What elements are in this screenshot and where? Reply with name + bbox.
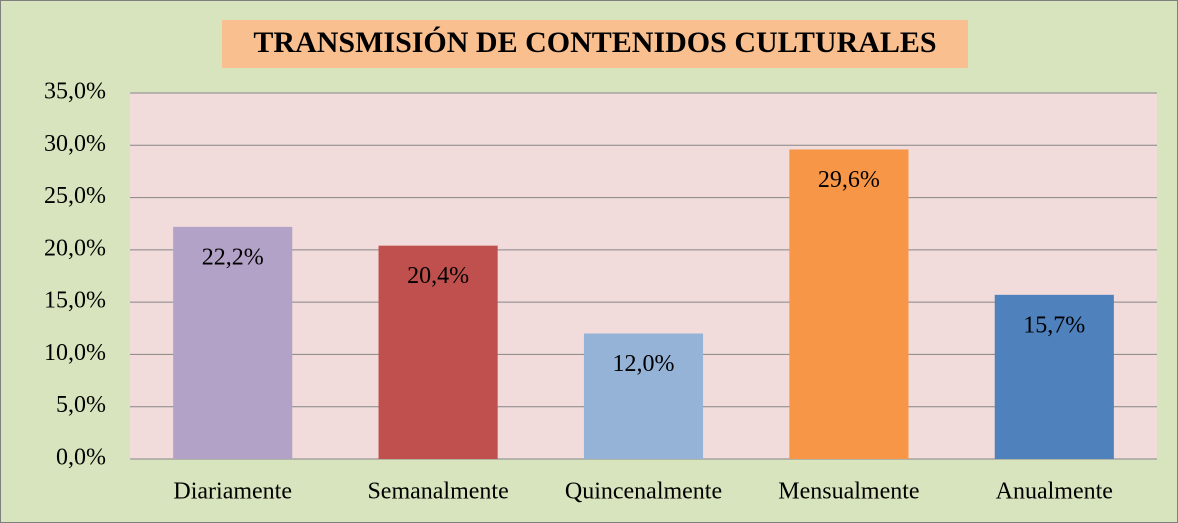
x-tick-label: Quincenalmente [565,479,722,505]
value-label: 20,4% [407,263,469,289]
value-label: 15,7% [1023,312,1085,338]
y-tick-label: 0,0% [56,445,106,471]
y-tick-label: 5,0% [56,392,106,418]
y-tick-label: 20,0% [44,235,106,261]
value-label: 29,6% [818,167,880,193]
y-tick-label: 15,0% [44,288,106,314]
bar [173,226,293,459]
bar [378,245,498,459]
y-tick-label: 35,0% [44,79,106,105]
chart-title: TRANSMISIÓN DE CONTENIDOS CULTURALES [253,26,936,59]
value-label: 22,2% [202,244,264,270]
title-box [222,20,968,68]
y-tick-label: 25,0% [44,183,106,209]
y-tick-label: 10,0% [44,340,106,366]
bar [583,333,704,459]
y-tick-label: 30,0% [44,131,106,157]
x-tick-label: Anualmente [996,479,1113,505]
bar [789,149,909,459]
bar [994,294,1114,459]
value-label: 12,0% [613,351,675,377]
x-tick-label: Semanalmente [367,479,508,505]
x-tick-label: Diariamente [173,479,292,505]
x-tick-label: Mensualmente [778,479,919,505]
